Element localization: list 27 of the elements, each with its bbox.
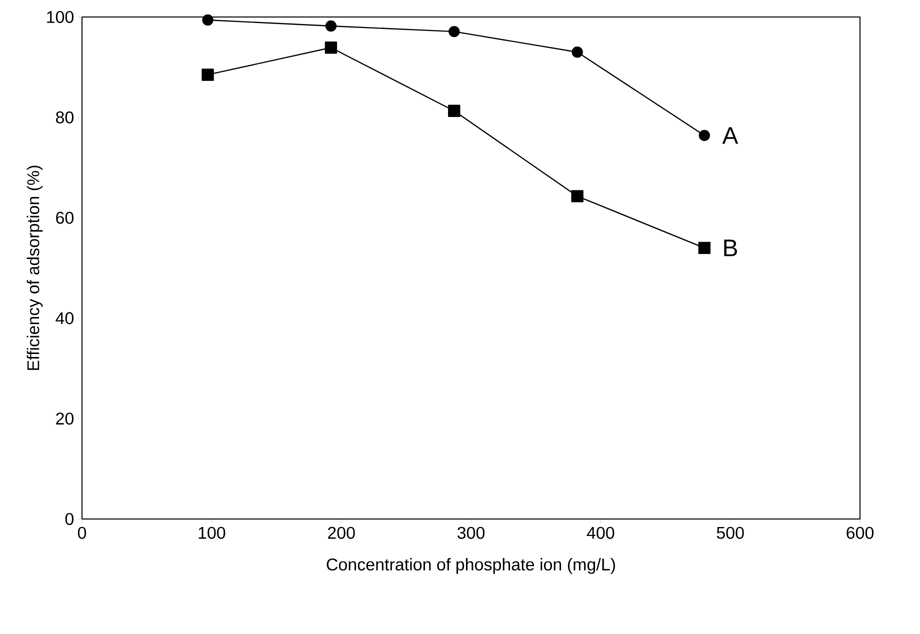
y-tick-label: 0 bbox=[65, 512, 74, 526]
x-axis-title: Concentration of phosphate ion (mg/L) bbox=[326, 558, 615, 574]
point bbox=[571, 190, 584, 202]
point bbox=[698, 242, 711, 254]
series-label: A bbox=[722, 127, 738, 144]
x-tick-label: 0 bbox=[78, 526, 86, 539]
point bbox=[572, 46, 583, 58]
x-tick-label: 300 bbox=[457, 526, 485, 539]
point bbox=[448, 104, 460, 117]
x-tick-label: 100 bbox=[198, 526, 226, 539]
point bbox=[202, 14, 214, 26]
y-tick-label: 80 bbox=[56, 111, 74, 124]
point bbox=[325, 20, 337, 32]
y-tick-label: 60 bbox=[56, 212, 74, 224]
point bbox=[202, 68, 214, 81]
y-tick-label: 20 bbox=[56, 412, 74, 425]
y-axis-title: Efficiency of adsorption (%) bbox=[26, 166, 43, 370]
x-tick-label: 500 bbox=[716, 526, 744, 539]
point bbox=[448, 26, 460, 38]
x-tick-label: 600 bbox=[846, 526, 874, 539]
point bbox=[698, 130, 710, 142]
x-tick-label: 200 bbox=[328, 526, 355, 539]
y-tick-label: 100 bbox=[47, 10, 74, 24]
x-tick-label: 400 bbox=[586, 526, 614, 539]
series-label: B bbox=[724, 240, 737, 256]
point bbox=[324, 42, 338, 54]
y-tick-label: 40 bbox=[56, 312, 74, 324]
